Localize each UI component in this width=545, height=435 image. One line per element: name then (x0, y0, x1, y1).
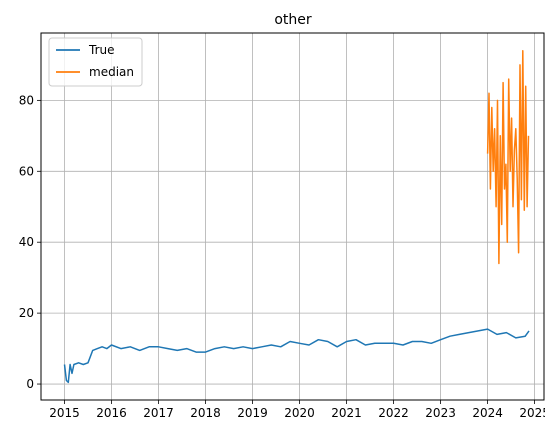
y-tick-label: 0 (26, 377, 34, 391)
x-tick-label: 2022 (378, 406, 409, 420)
x-tick-label: 2018 (190, 406, 221, 420)
series-line-true (65, 329, 530, 382)
x-tick-label: 2020 (284, 406, 315, 420)
y-tick-label: 60 (19, 164, 34, 178)
x-tick-label: 2024 (472, 406, 503, 420)
legend: True median (49, 38, 142, 86)
y-tick-label: 20 (19, 306, 34, 320)
legend-label: median (89, 65, 134, 79)
chart-title: other (274, 12, 312, 28)
x-axis: 2015 2016 2017 2018 2019 2020 2021 2022 2023 2024… (49, 400, 545, 420)
series-line-median (488, 51, 529, 264)
x-tick-label: 2016 (96, 406, 127, 420)
x-tick-label: 2025 (519, 406, 545, 420)
grid-lines (41, 33, 544, 400)
plot-frame (41, 33, 544, 400)
y-axis: 0 20 40 60 80 (19, 93, 41, 391)
legend-label: True (88, 43, 115, 57)
x-tick-label: 2023 (425, 406, 456, 420)
x-tick-label: 2015 (49, 406, 80, 420)
x-tick-label: 2017 (143, 406, 174, 420)
y-tick-label: 80 (19, 93, 34, 107)
x-tick-label: 2019 (237, 406, 268, 420)
y-tick-label: 40 (19, 235, 34, 249)
x-tick-label: 2021 (331, 406, 362, 420)
